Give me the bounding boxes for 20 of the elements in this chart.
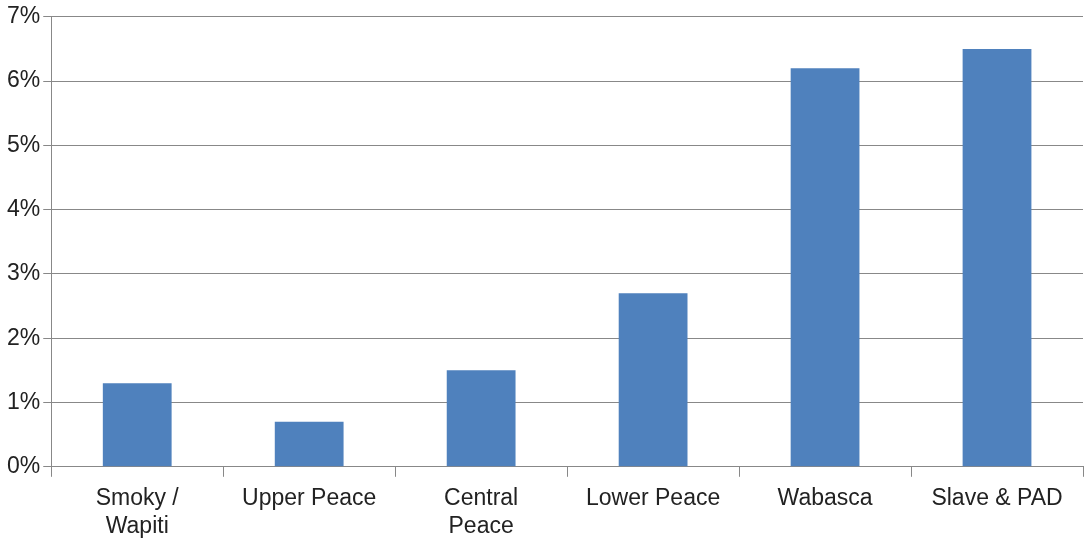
x-tick-label: Wabasca	[777, 483, 873, 510]
bar	[618, 293, 688, 467]
y-tick-label: 5%	[6, 130, 41, 157]
y-tick-label: 6%	[6, 66, 41, 93]
x-tick-label: Upper Peace	[242, 483, 377, 510]
y-tick-label: 4%	[6, 195, 41, 221]
bar	[962, 48, 1032, 467]
bar	[102, 383, 172, 467]
x-tick-label: Lower Peace	[585, 483, 721, 510]
y-tick-label: 2%	[6, 323, 41, 350]
bar	[446, 370, 516, 467]
x-tick-label: Smoky / Wapiti	[95, 483, 180, 538]
x-tick-label: Slave & PAD	[931, 483, 1063, 510]
y-tick-label: 3%	[6, 259, 41, 286]
x-tick-label: Central Peace	[444, 483, 519, 538]
y-tick-label: 7%	[6, 2, 41, 29]
bar	[274, 421, 344, 467]
y-tick-label: 0%	[6, 452, 41, 479]
bar	[790, 68, 860, 467]
y-tick-label: 1%	[6, 387, 41, 414]
